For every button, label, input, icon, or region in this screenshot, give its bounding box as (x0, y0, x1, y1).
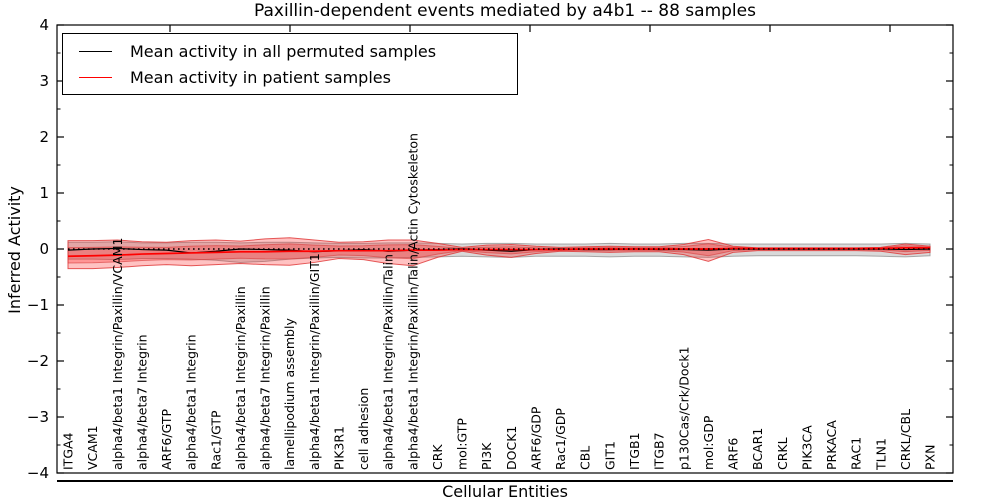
x-tick-label: alpha4/beta1 Integrin/Paxillin/VCAM1 (110, 238, 125, 470)
x-tick-label: ITGB1 (627, 432, 642, 470)
x-tick-label: ITGB7 (652, 432, 667, 470)
legend-item-patient: Mean activity in patient samples (69, 65, 511, 89)
permuted-line-swatch (79, 50, 112, 52)
x-tick-label: ARF6 (726, 438, 741, 470)
x-tick-label: cell adhesion (356, 388, 371, 470)
y-tick-label: −1 (27, 296, 49, 314)
legend-label-permuted: Mean activity in all permuted samples (130, 41, 437, 61)
x-tick-label: alpha4/beta1 Integrin/Paxillin/Talin/Act… (405, 133, 420, 470)
x-tick-label: CRKL/CBL (898, 409, 913, 470)
y-axis-label: Inferred Activity (5, 186, 24, 314)
x-tick-label: alpha4/beta7 Integrin/Paxillin (258, 286, 273, 470)
x-tick-label: PIK3R1 (331, 426, 346, 470)
x-axis-label: Cellular Entities (442, 482, 568, 500)
x-tick-label: mol:GDP (701, 415, 716, 470)
x-tick-label: CRKL (775, 437, 790, 470)
legend-item-permuted: Mean activity in all permuted samples (69, 39, 511, 63)
x-tick-label: alpha4/beta7 Integrin (134, 334, 149, 470)
x-tick-label: DOCK1 (504, 426, 519, 470)
x-tick-label: ARF6/GDP (528, 406, 543, 470)
x-tick-label: lamellipodium assembly (282, 318, 297, 470)
x-tick-label: p130Cas/Crk/Dock1 (676, 346, 691, 470)
x-tick-label: Rac1/GDP (553, 408, 568, 470)
x-tick-label: alpha4/beta1 Integrin/Paxillin/Talin (381, 254, 396, 470)
x-tick-label: TLN1 (873, 438, 888, 471)
y-tick-label: 1 (39, 184, 49, 202)
y-tick-label: 2 (39, 128, 49, 146)
x-tick-label: PXN (923, 445, 938, 470)
y-tick-label: −2 (27, 352, 49, 370)
x-tick-label: alpha4/beta1 Integrin/Paxillin (233, 286, 248, 470)
x-tick-label: GIT1 (602, 441, 617, 470)
y-tick-label: 4 (39, 16, 49, 34)
x-tick-label: mol:GTP (455, 418, 470, 470)
legend-label-patient: Mean activity in patient samples (130, 67, 391, 87)
x-tick-label: CBL (578, 446, 593, 470)
x-tick-label: PRKACA (824, 420, 839, 470)
y-tick-label: −3 (27, 408, 49, 426)
chart-title: Paxillin-dependent events mediated by a4… (254, 1, 756, 21)
x-tick-label: ITGA4 (61, 432, 76, 470)
x-tick-label: alpha4/beta1 Integrin/Paxillin/GIT1 (307, 253, 322, 470)
y-tick-label: 0 (39, 240, 49, 258)
x-tick-label: RAC1 (849, 437, 864, 470)
x-tick-label: PI3K (479, 442, 494, 470)
y-tick-label: 3 (39, 72, 49, 90)
x-tick-label: Rac1/GTP (208, 410, 223, 470)
y-tick-label: −4 (27, 464, 49, 482)
x-tick-label: ARF6/GTP (159, 409, 174, 470)
x-tick-label: alpha4/beta1 Integrin (184, 334, 199, 470)
patient-line-swatch (79, 76, 112, 78)
permuted-band (67, 241, 931, 263)
x-tick-label: PIK3CA (799, 425, 814, 470)
legend: Mean activity in all permuted samples Me… (62, 33, 518, 95)
x-tick-label: VCAM1 (85, 425, 100, 470)
x-tick-label: CRK (430, 444, 445, 470)
x-tick-label: BCAR1 (750, 428, 765, 470)
